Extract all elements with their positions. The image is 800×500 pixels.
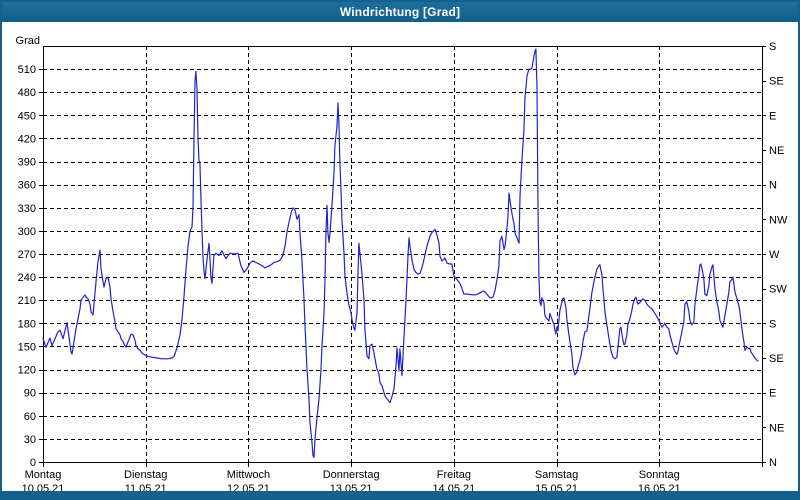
y-axis-tick-label: 510 — [18, 64, 36, 76]
window-title: Windrichtung [Grad] — [339, 5, 461, 19]
y-axis-tick-label: 0 — [30, 457, 36, 469]
compass-axis-label: S — [769, 41, 776, 53]
compass-axis-label: NE — [769, 422, 784, 434]
y-axis-tick-label: 210 — [18, 295, 36, 307]
y-axis-tick-label: 240 — [18, 272, 36, 284]
x-axis-day-label: Montag — [25, 469, 62, 481]
plot-frame — [43, 46, 763, 463]
y-axis-tick-label: 120 — [18, 365, 36, 377]
compass-axis-label: NW — [769, 214, 788, 226]
y-axis-tick-label: 330 — [18, 203, 36, 215]
compass-axis-label: SW — [769, 284, 787, 296]
y-axis-tick-label: 30 — [24, 434, 36, 446]
y-axis-tick-label: 300 — [18, 226, 36, 238]
y-axis-tick-label: 450 — [18, 110, 36, 122]
y-axis-tick-label: 360 — [18, 180, 36, 192]
x-axis-day-label: Donnerstag — [323, 469, 380, 481]
x-axis-day-label: Mittwoch — [227, 469, 270, 481]
compass-axis-label: W — [769, 249, 780, 261]
compass-axis-label: SE — [769, 76, 784, 88]
compass-axis-label: S — [769, 318, 776, 330]
x-axis-day-label: Freitag — [437, 469, 471, 481]
window-bottom-border — [2, 491, 798, 498]
y-axis-tick-label: 60 — [24, 411, 36, 423]
compass-axis-label: N — [769, 180, 777, 192]
y-axis-tick-label: 180 — [18, 318, 36, 330]
wind-direction-series — [42, 48, 759, 458]
y-axis-tick-label: 390 — [18, 157, 36, 169]
x-axis-day-label: Sonntag — [639, 469, 680, 481]
y-axis-tick-label: 480 — [18, 87, 36, 99]
compass-axis-label: N — [769, 457, 777, 469]
x-axis-day-label: Samstag — [535, 469, 578, 481]
x-axis-day-label: Dienstag — [124, 469, 167, 481]
compass-axis-label: NE — [769, 145, 784, 157]
y-axis-tick-label: 150 — [18, 341, 36, 353]
compass-axis-label: SE — [769, 353, 784, 365]
compass-axis-label: E — [769, 110, 776, 122]
y-axis-tick-label: 90 — [24, 388, 36, 400]
window-title-bar: Windrichtung [Grad] — [2, 2, 798, 22]
y-axis-tick-label: 420 — [18, 133, 36, 145]
y-axis-tick-label: 270 — [18, 249, 36, 261]
y-axis-unit-label: Grad — [16, 35, 40, 47]
compass-axis-label: E — [769, 388, 776, 400]
